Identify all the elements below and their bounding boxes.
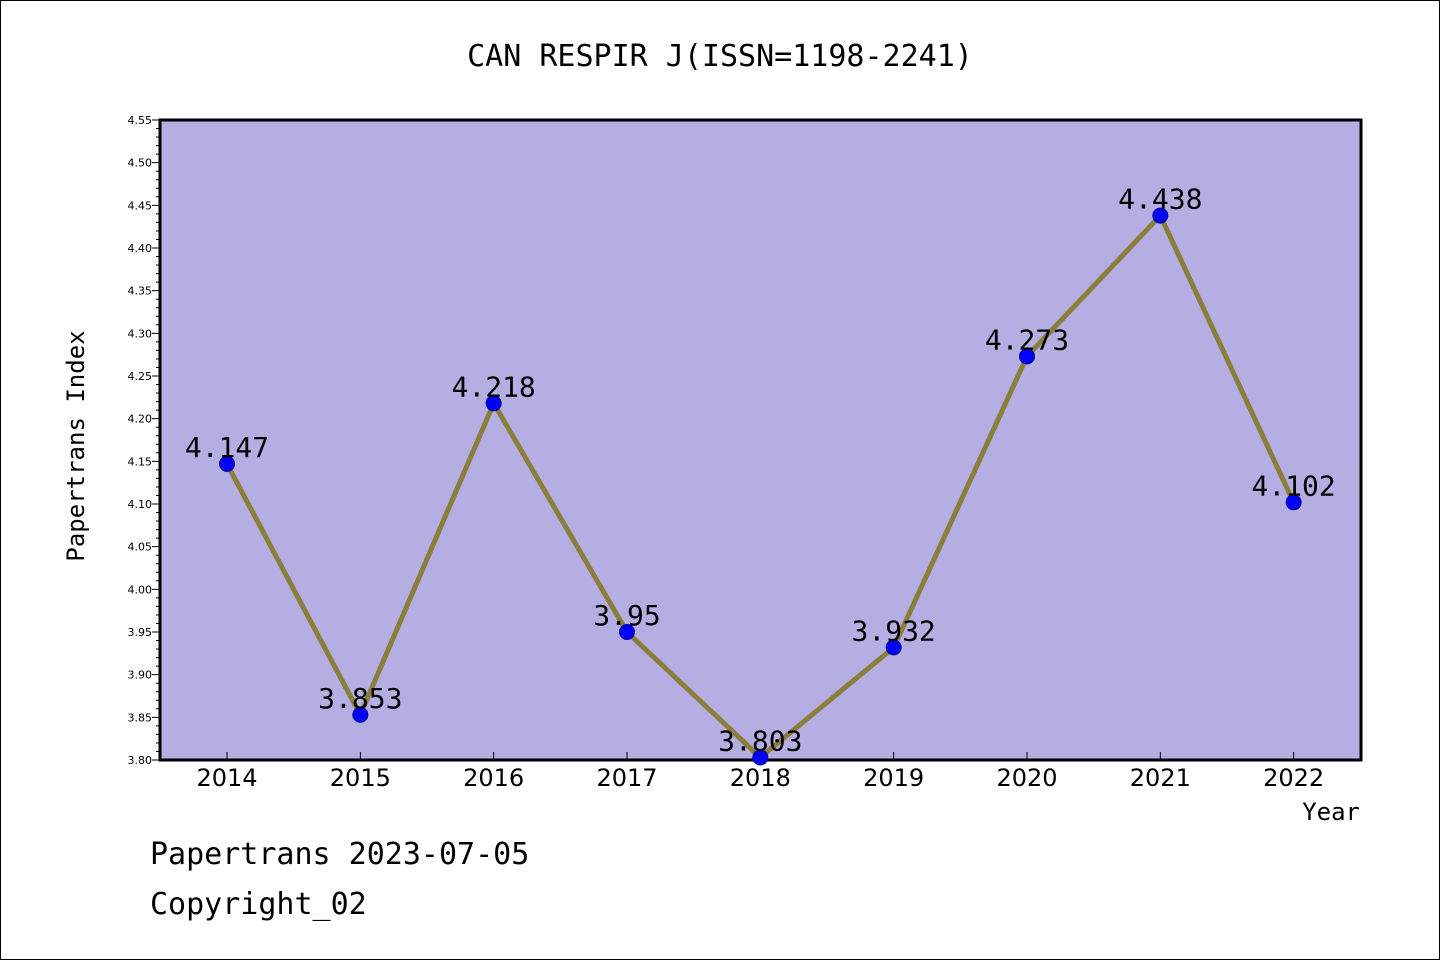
- y-tick-label: 3.95: [128, 626, 153, 639]
- data-point: [1285, 494, 1302, 511]
- x-tick-label: 2016: [463, 764, 524, 792]
- x-tick-label: 2020: [996, 764, 1057, 792]
- y-tick-label: 4.00: [128, 583, 153, 596]
- y-tick-label: 4.35: [128, 285, 153, 298]
- data-label: 3.932: [852, 614, 936, 647]
- data-point: [885, 639, 902, 656]
- data-point: [485, 395, 502, 412]
- y-axis-label: Papertrans Index: [62, 330, 90, 561]
- data-point: [1152, 207, 1169, 224]
- x-tick-label: 2018: [730, 764, 791, 792]
- footer-date: Papertrans 2023-07-05: [150, 837, 529, 872]
- y-tick-label: 4.45: [128, 199, 153, 212]
- data-label: 3.853: [318, 682, 402, 715]
- data-point: [752, 749, 769, 766]
- data-label: 4.147: [185, 431, 269, 464]
- x-tick-label: 2021: [1130, 764, 1191, 792]
- data-point: [219, 455, 235, 472]
- x-tick-label: 2017: [596, 764, 657, 792]
- data-point: [352, 706, 369, 723]
- data-label: 4.438: [1118, 183, 1202, 216]
- y-tick-label: 3.85: [128, 711, 153, 724]
- plot-area: [158, 118, 1363, 762]
- data-label: 4.102: [1251, 469, 1335, 502]
- data-label: 3.95: [593, 599, 660, 632]
- y-tick-label: 4.25: [128, 370, 153, 383]
- x-tick-label: 2022: [1263, 764, 1324, 792]
- x-tick-label: 2019: [863, 764, 924, 792]
- chart-title: CAN RESPIR J(ISSN=1198-2241): [467, 39, 973, 74]
- series-group: [219, 207, 1302, 766]
- y-tick-label: 4.55: [128, 114, 153, 127]
- data-label: 4.218: [452, 370, 536, 403]
- y-tick-label: 3.90: [128, 669, 153, 682]
- data-labels: 4.147 3.853 4.218 3.95 3.803 3.932 4.273 4.438 4…: [185, 183, 1336, 758]
- data-label: 4.273: [985, 323, 1069, 356]
- y-tick-label: 4.05: [128, 541, 153, 554]
- data-point: [1018, 348, 1035, 365]
- y-tick-label: 4.15: [128, 455, 153, 468]
- footer-copyright: Copyright_02: [150, 887, 367, 922]
- y-tick-label: 4.30: [128, 327, 153, 340]
- x-axis-label: Year: [1302, 798, 1360, 826]
- data-label: 3.803: [718, 724, 802, 757]
- x-tick-label: 2014: [196, 764, 257, 792]
- y-tick-label: 4.10: [128, 498, 153, 511]
- x-axis: 2014 2015 2016 2017 2018 2019 2020 2021 2022: [196, 752, 1324, 792]
- y-tick-label: 3.80: [128, 754, 153, 767]
- y-tick-label: 4.20: [128, 413, 153, 426]
- x-tick-label: 2015: [330, 764, 391, 792]
- y-tick-label: 4.40: [128, 242, 153, 255]
- y-axis: 3.80 3.85 3.90 3.95 4.00 4.05 4.10 4.15 4.20 4.25…: [128, 114, 160, 767]
- y-tick-label: 4.50: [128, 157, 153, 170]
- data-point: [618, 624, 635, 640]
